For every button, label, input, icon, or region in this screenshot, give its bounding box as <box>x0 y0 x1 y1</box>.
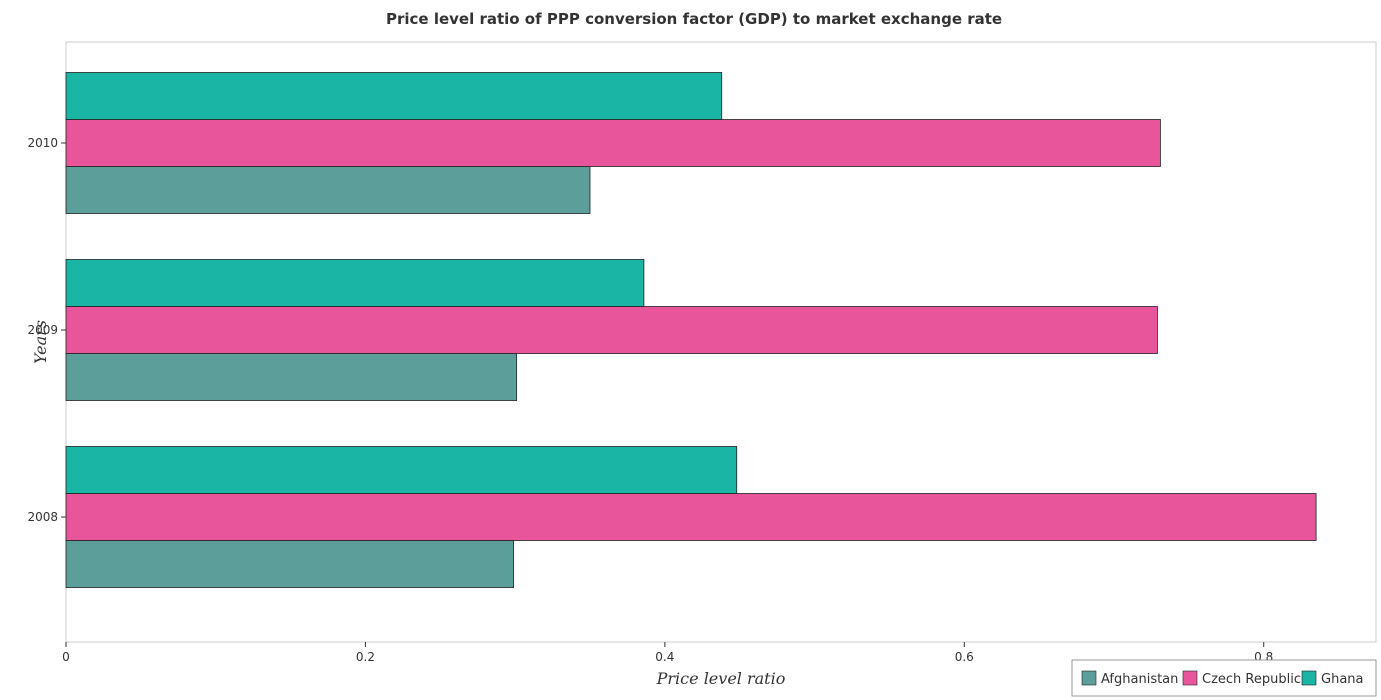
legend-label-ghana: Ghana <box>1321 672 1364 687</box>
bar-czech-republic-2008 <box>65 493 1317 541</box>
legend-swatch-ghana <box>1301 670 1317 686</box>
legend-label-czech-republic: Czech Republic <box>1202 672 1301 687</box>
bar-ghana-2008 <box>65 446 738 494</box>
x-tick-label-1: 0.2 <box>356 650 375 664</box>
legend-label-afghanistan: Afghanistan <box>1101 672 1178 687</box>
bar-afghanistan-2008 <box>65 540 515 588</box>
legend: Afghanistan Czech Republic Ghana <box>1071 659 1377 697</box>
bars-group <box>65 72 1317 588</box>
x-tick-label-2: 0.4 <box>655 650 674 664</box>
x-tick-label-3: 0.6 <box>955 650 974 664</box>
legend-swatch-czech-republic <box>1182 670 1198 686</box>
legend-swatch-afghanistan <box>1081 670 1097 686</box>
x-axis-label: Price level ratio <box>656 669 786 688</box>
bar-ghana-2010 <box>65 72 723 120</box>
legend-box <box>1071 659 1377 697</box>
bar-afghanistan-2009 <box>65 353 518 401</box>
y-tick-label-2010: 2010 <box>27 136 58 150</box>
y-axis: 2008 2009 2010 <box>27 136 66 524</box>
y-tick-label-2009: 2009 <box>27 323 58 337</box>
chart-title: Price level ratio of PPP conversion fact… <box>386 10 1002 28</box>
bar-afghanistan-2010 <box>65 166 591 214</box>
bar-czech-republic-2009 <box>65 306 1158 354</box>
y-tick-label-2008: 2008 <box>27 510 58 524</box>
y-axis-label: Years <box>31 320 50 364</box>
bar-czech-republic-2010 <box>65 119 1161 167</box>
x-tick-label-0: 0 <box>62 650 70 664</box>
bar-ghana-2009 <box>65 259 645 307</box>
